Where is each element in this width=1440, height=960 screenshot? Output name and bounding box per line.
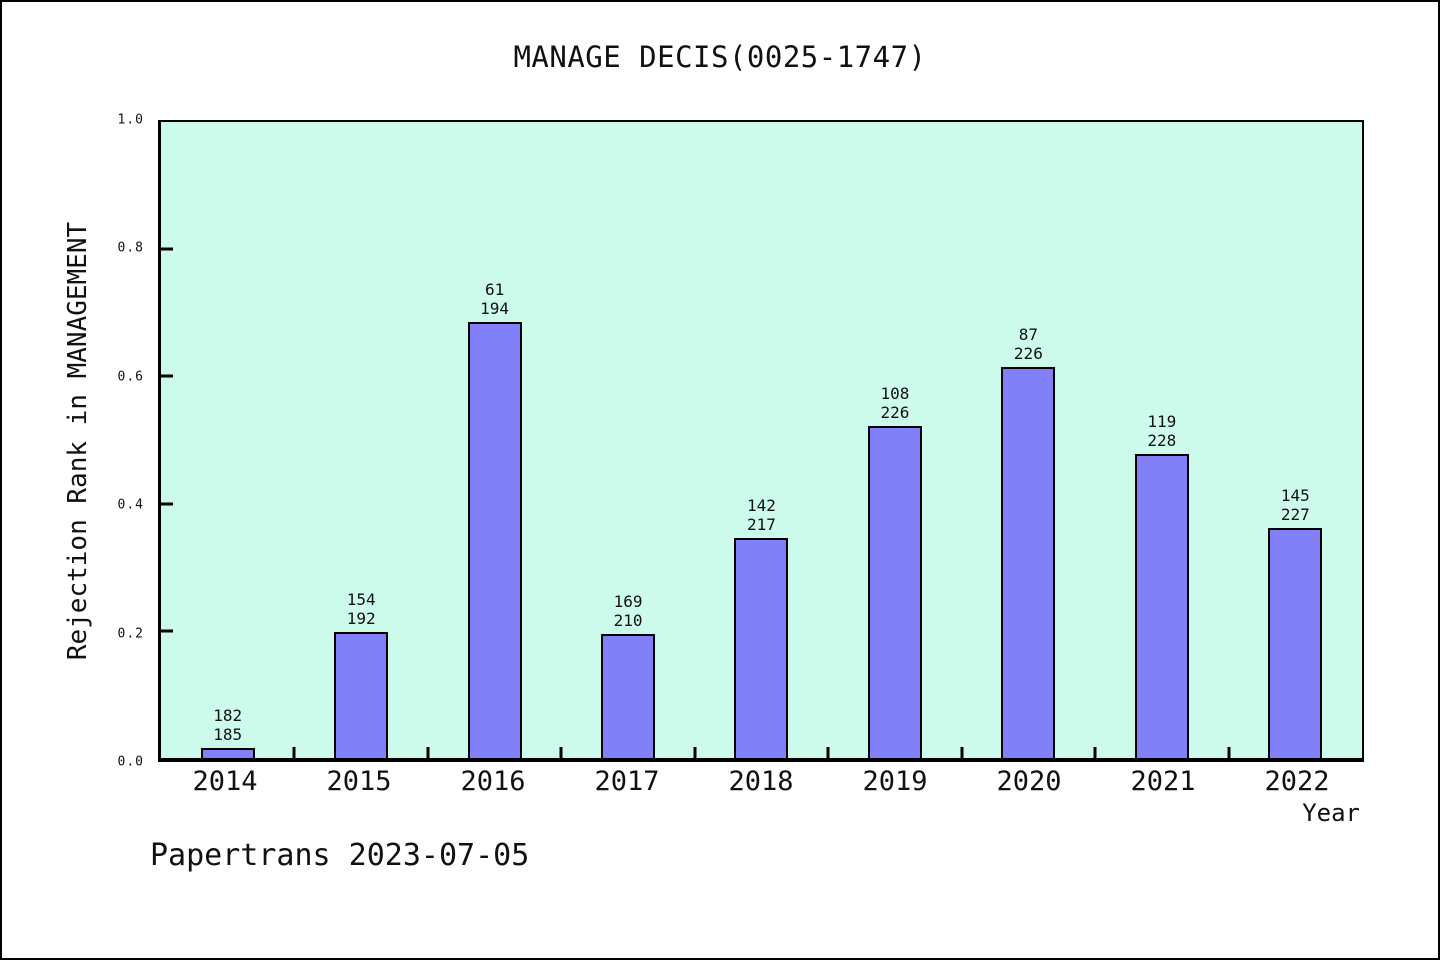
x-tick-label-2014: 2014 — [192, 766, 258, 797]
x-tick-mark-5 — [826, 747, 830, 758]
bar-value-label-2021: 119 228 — [1147, 412, 1176, 450]
bar-2014 — [200, 747, 255, 758]
bar-2018 — [734, 538, 789, 758]
y-tick-mark-0.8 — [161, 247, 173, 251]
bar-rank-2017: 169 — [613, 591, 643, 611]
bar-total-2015: 192 — [346, 609, 376, 629]
bar-total-2020: 226 — [1013, 343, 1043, 363]
x-axis-title: Year — [1302, 799, 1360, 827]
y-axis-tick-labels: 0.0 0.2 0.4 0.6 0.8 1.0 — [2, 113, 150, 770]
bar-2016 — [467, 321, 522, 758]
x-tick-label-2018: 2018 — [728, 766, 794, 797]
y-tick-label-1.0: 1.0 — [117, 112, 144, 128]
bar-total-2022: 227 — [1280, 505, 1310, 525]
bar-slot-2018: 142 217 — [695, 122, 828, 758]
bar-total-2014: 185 — [213, 724, 243, 744]
y-tick-label-0.8: 0.8 — [117, 240, 144, 256]
x-tick-label-2017: 2017 — [594, 766, 660, 797]
bar-value-label-2014: 182 185 — [213, 706, 242, 744]
bar-2017 — [601, 633, 656, 758]
bar-total-2016: 194 — [480, 298, 510, 318]
bar-total-2018: 217 — [747, 515, 776, 535]
bar-rank-2015: 154 — [346, 590, 376, 610]
y-axis-title: Rejection Rank in MANAGEMENT — [63, 221, 93, 661]
x-tick-label-2016: 2016 — [460, 766, 526, 797]
bar-value-label-2019: 108 226 — [880, 384, 909, 422]
bar-rank-2018: 142 — [747, 496, 776, 516]
bar-value-label-2020: 87 226 — [1014, 325, 1043, 363]
bar-value-label-2016: 61 194 — [480, 280, 509, 318]
x-tick-mark-6 — [960, 747, 964, 758]
bar-2021 — [1134, 453, 1189, 758]
y-tick-label-0.0: 0.0 — [117, 754, 144, 770]
bar-rank-2019: 108 — [880, 383, 910, 403]
x-tick-label-2019: 2019 — [862, 766, 928, 797]
chart-title: MANAGE DECIS(0025-1747) — [513, 40, 927, 74]
bar-total-2021: 228 — [1147, 430, 1177, 450]
y-tick-mark-0.2 — [161, 629, 173, 633]
x-tick-mark-4 — [693, 747, 697, 758]
x-tick-mark-8 — [1227, 747, 1231, 758]
bar-slot-2014: 182 185 — [161, 122, 294, 758]
plot-area: 182 185 154 192 61 194 169 210 142 217 108 226 87 226… — [158, 120, 1364, 762]
x-tick-mark-1 — [292, 747, 296, 758]
bar-slot-2021: 119 228 — [1095, 122, 1228, 758]
y-tick-label-0.4: 0.4 — [117, 497, 144, 513]
x-axis-tick-labels: 2014 2015 2016 2017 2018 2019 2020 2021 2022 — [158, 766, 1364, 802]
bar-slot-2020: 87 226 — [962, 122, 1095, 758]
bar-value-label-2017: 169 210 — [614, 592, 643, 630]
bars-layer: 182 185 154 192 61 194 169 210 142 217 108 226 87 226… — [161, 122, 1362, 758]
bar-total-2017: 210 — [613, 610, 643, 630]
watermark-text: Papertrans 2023-07-05 — [150, 838, 530, 873]
x-tick-mark-7 — [1093, 747, 1097, 758]
bar-2019 — [867, 425, 922, 758]
x-tick-mark-3 — [559, 747, 563, 758]
x-tick-mark-2 — [426, 747, 430, 758]
bar-2015 — [334, 632, 389, 758]
bar-slot-2017: 169 210 — [561, 122, 694, 758]
bar-rank-2022: 145 — [1280, 486, 1310, 506]
bar-value-label-2015: 154 192 — [347, 590, 376, 628]
bar-value-label-2018: 142 217 — [747, 496, 776, 534]
bar-slot-2019: 108 226 — [828, 122, 961, 758]
bar-rank-2021: 119 — [1147, 411, 1177, 431]
x-tick-label-2020: 2020 — [996, 766, 1062, 797]
x-tick-label-2015: 2015 — [326, 766, 392, 797]
bar-rank-2014: 182 — [213, 705, 243, 725]
bar-rank-2020: 87 — [1018, 324, 1038, 344]
bar-rank-2016: 61 — [484, 279, 505, 299]
bar-slot-2016: 61 194 — [428, 122, 561, 758]
bar-slot-2022: 145 227 — [1229, 122, 1362, 758]
x-tick-label-2022: 2022 — [1264, 766, 1330, 797]
bar-total-2019: 226 — [880, 402, 910, 422]
y-tick-label-0.6: 0.6 — [117, 369, 144, 385]
y-tick-label-0.2: 0.2 — [117, 626, 144, 642]
y-tick-mark-0.6 — [161, 374, 173, 378]
bar-2022 — [1268, 528, 1323, 758]
bar-slot-2015: 154 192 — [294, 122, 427, 758]
bar-2020 — [1001, 366, 1056, 758]
y-tick-mark-0.4 — [161, 502, 173, 506]
bar-value-label-2022: 145 227 — [1281, 486, 1310, 524]
x-tick-label-2021: 2021 — [1130, 766, 1196, 797]
